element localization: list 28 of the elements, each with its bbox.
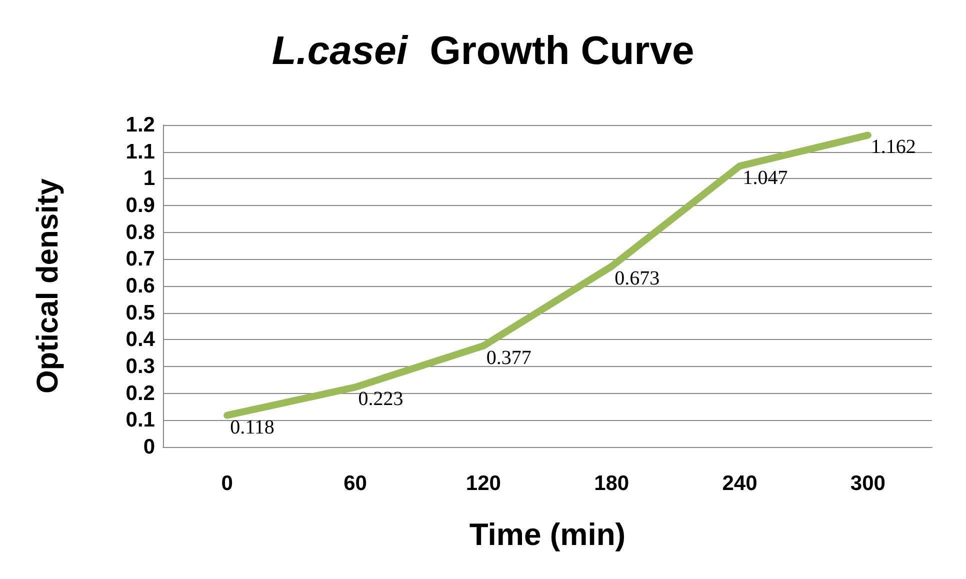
data-label: 0.673 xyxy=(614,267,660,290)
x-tick-label: 180 xyxy=(594,472,630,495)
y-tick-label: 0.2 xyxy=(126,382,155,405)
y-tick-label: 1.2 xyxy=(126,114,155,136)
x-axis-title: Time (min) xyxy=(469,517,626,552)
x-tick-label: 60 xyxy=(344,472,367,495)
data-label: 0.223 xyxy=(358,388,404,410)
data-label: 0.377 xyxy=(486,346,532,369)
data-label: 0.118 xyxy=(230,416,274,438)
data-label: 1.047 xyxy=(742,167,788,190)
y-tick-label: 0.7 xyxy=(126,248,155,271)
y-tick-label: 0.4 xyxy=(126,328,156,352)
y-tick-label: 0.6 xyxy=(126,274,155,298)
y-tick-label: 0.3 xyxy=(126,355,155,378)
y-tick-label: 0.5 xyxy=(126,301,156,324)
y-tick-label: 0 xyxy=(143,436,155,458)
y-tick-label: 0.8 xyxy=(126,220,156,244)
x-tick-label: 300 xyxy=(850,472,886,495)
chart-title: L.casei Growth Curve xyxy=(272,29,694,73)
x-tick-label: 120 xyxy=(466,472,501,495)
y-tick-label: 1 xyxy=(143,167,156,190)
y-axis-title: Optical density xyxy=(32,178,64,394)
x-tick-label: 0 xyxy=(221,472,233,495)
data-label: 1.162 xyxy=(870,136,916,158)
x-tick-label: 240 xyxy=(722,472,758,495)
y-tick-label: 0.1 xyxy=(126,408,156,432)
y-tick-label: 1.1 xyxy=(126,140,156,164)
y-tick-label: 0.9 xyxy=(126,194,155,217)
